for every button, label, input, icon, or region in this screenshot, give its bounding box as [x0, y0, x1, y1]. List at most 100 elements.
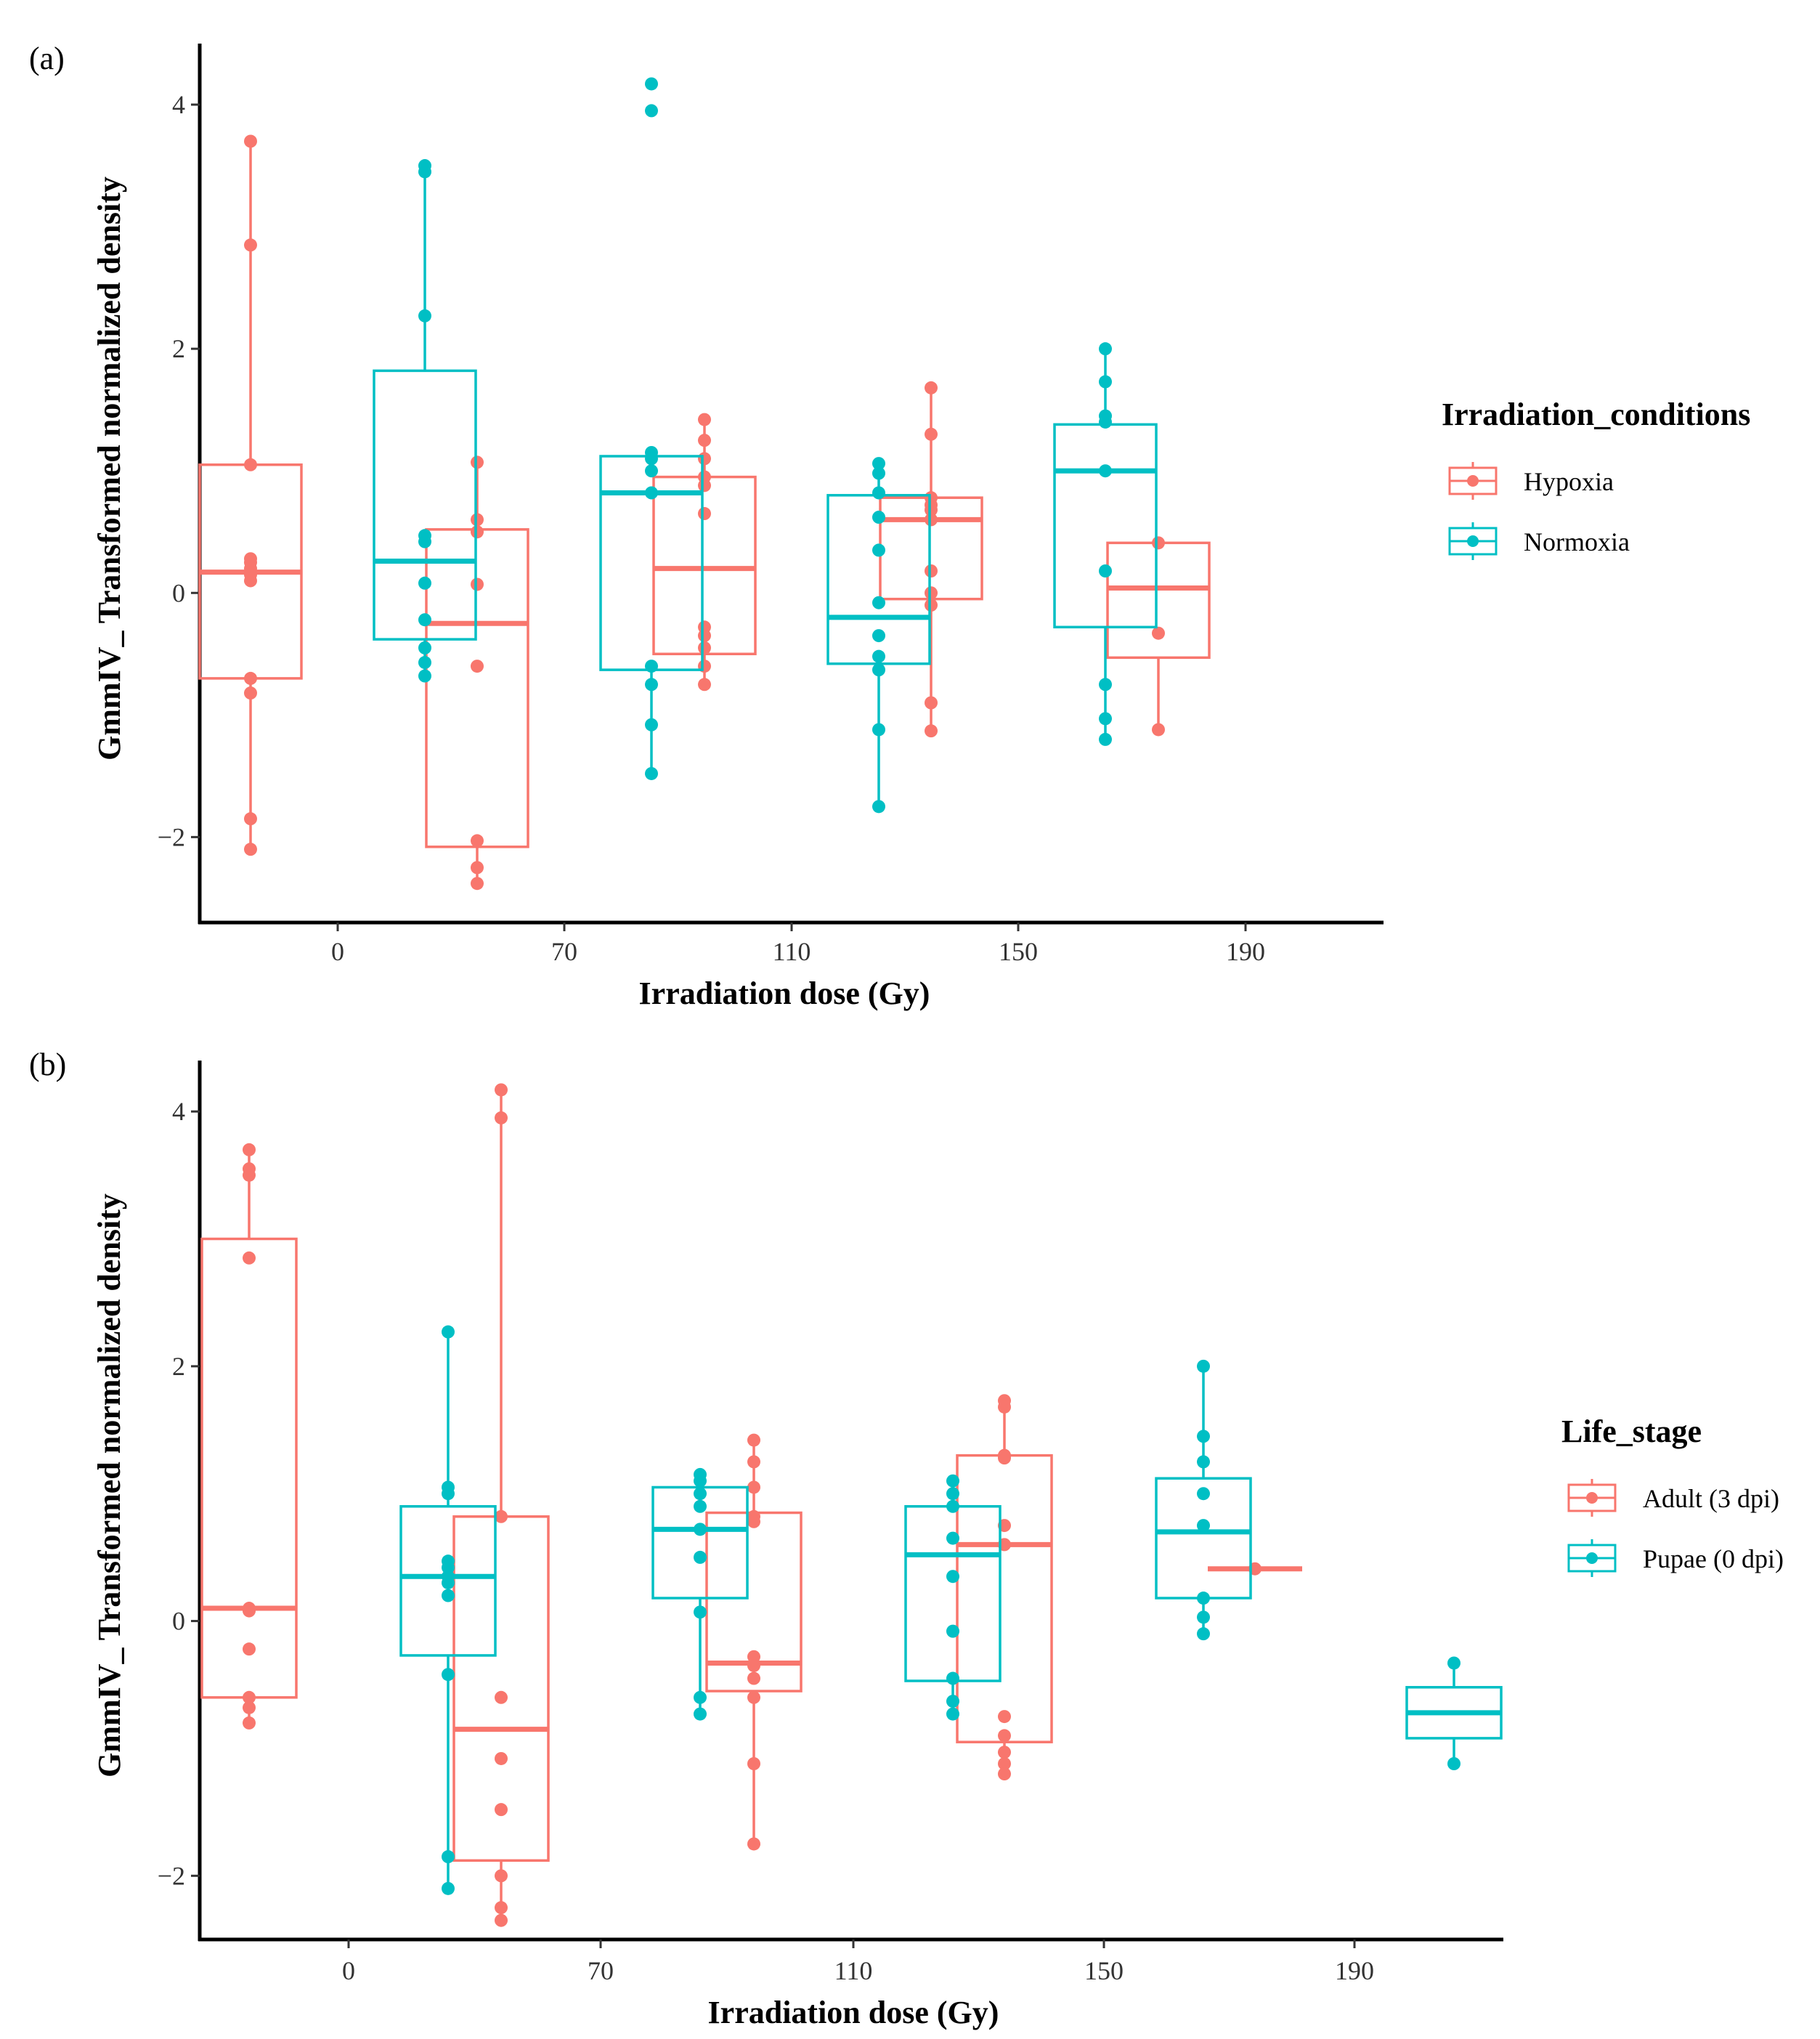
data-point: [1197, 1359, 1210, 1373]
data-point: [946, 1624, 959, 1638]
panel-a-box-hypoxia-150: [879, 381, 983, 738]
data-point: [645, 678, 658, 692]
panel-b-box-adult-3-dpi-150: [956, 1394, 1053, 1781]
data-point: [946, 1487, 959, 1501]
data-point: [1197, 1592, 1210, 1605]
box-iqr: [200, 1237, 298, 1699]
data-point: [471, 861, 484, 875]
data-point: [698, 413, 711, 426]
data-point: [418, 641, 431, 654]
data-point: [872, 800, 885, 814]
box-iqr: [399, 1505, 497, 1657]
data-point: [946, 1531, 959, 1545]
panel-b-plot: −2 0 2 4 0 70 110 150 190: [158, 1061, 1503, 1985]
data-point: [471, 577, 484, 591]
data-point: [645, 104, 658, 118]
data-point: [872, 649, 885, 663]
data-point: [442, 1881, 455, 1895]
data-point: [244, 671, 257, 685]
data-point: [694, 1474, 707, 1488]
box-iqr: [956, 1454, 1053, 1743]
data-point: [244, 134, 257, 148]
data-point: [495, 1901, 508, 1915]
data-point: [418, 309, 431, 323]
panel-a-legend: Irradiation_conditions Hypoxia Normoxia: [1442, 397, 1750, 560]
panel-a-legend-key-hypoxia: [1448, 462, 1498, 500]
data-point: [418, 613, 431, 627]
data-point: [925, 381, 938, 394]
panel-b-box-pupae-0-dpi-190: [1405, 1656, 1503, 1770]
panel-b-box-adult-3-dpi-70: [452, 1083, 550, 1927]
data-point: [645, 464, 658, 478]
data-point: [925, 513, 938, 527]
panel-b-x-axis-title: Irradiation dose (Gy): [708, 1995, 999, 2030]
data-point: [1447, 1757, 1461, 1770]
data-point: [495, 1690, 508, 1704]
data-point: [243, 1642, 256, 1656]
data-point: [244, 574, 257, 588]
panel-a-y-tick-label: −2: [158, 822, 185, 851]
data-point: [645, 718, 658, 731]
panel-b-box-pupae-0-dpi-110: [904, 1474, 1002, 1721]
panel-b-box-adult-3-dpi-0: [200, 1143, 298, 1730]
data-point: [1152, 626, 1165, 640]
data-point: [694, 1707, 707, 1721]
data-point: [243, 1168, 256, 1182]
box-iqr: [1053, 423, 1158, 629]
data-point: [872, 457, 885, 471]
data-point: [471, 525, 484, 539]
data-point: [495, 1751, 508, 1765]
data-point: [1099, 564, 1112, 577]
data-point: [418, 535, 431, 548]
panel-b-y-tick-label: −2: [158, 1861, 185, 1890]
data-point: [946, 1707, 959, 1721]
panel-b-x-tick-label: 0: [342, 1956, 355, 1985]
data-point: [1099, 678, 1112, 692]
data-point: [1447, 1656, 1461, 1670]
data-point: [747, 1455, 760, 1469]
panel-a-x-tick-label: 150: [999, 937, 1038, 966]
data-point: [442, 1487, 455, 1501]
panel-a-x-tick-label: 110: [773, 937, 811, 966]
data-point: [694, 1550, 707, 1564]
data-point: [694, 1499, 707, 1513]
panel-b-legend-key-adult: [1567, 1479, 1617, 1517]
panel-a-legend-key-hypoxia-dot: [1467, 475, 1479, 487]
data-point: [747, 1433, 760, 1447]
panel-b-y-axis-title: GmmIV_ Transformed normalized density: [92, 1193, 127, 1777]
data-point: [495, 1869, 508, 1883]
panel-a-box-normoxia-150: [1053, 342, 1158, 746]
box-iqr: [1106, 541, 1211, 660]
data-point: [925, 696, 938, 710]
panel-b-box-pupae-0-dpi-0: [399, 1325, 497, 1895]
data-point: [1099, 464, 1112, 478]
data-point: [946, 1474, 959, 1488]
data-point: [645, 486, 658, 500]
data-point: [998, 1710, 1011, 1724]
panel-b-y-tick-label: 4: [172, 1097, 185, 1126]
data-point: [698, 479, 711, 492]
data-point: [1099, 712, 1112, 726]
data-point: [872, 466, 885, 480]
data-point: [244, 686, 257, 700]
panel-a-y-tick-label: 0: [172, 578, 185, 607]
data-point: [946, 1570, 959, 1584]
data-point: [1197, 1610, 1210, 1624]
data-point: [243, 1251, 256, 1265]
panel-a-label: (a): [29, 41, 65, 76]
data-point: [471, 513, 484, 527]
data-point: [471, 455, 484, 469]
data-point: [998, 1767, 1011, 1781]
data-point: [698, 678, 711, 692]
panel-a: (a) −2 0 2 4 0 70 110 150 190 Irradiation dose (…: [29, 41, 1750, 1011]
data-point: [694, 1690, 707, 1704]
box-iqr: [425, 528, 529, 848]
data-point: [872, 663, 885, 677]
data-point: [698, 507, 711, 521]
panel-a-legend-title: Irradiation_conditions: [1442, 397, 1750, 432]
panel-b-box-adult-3-dpi-190: [1208, 1562, 1302, 1576]
data-point: [645, 77, 658, 91]
data-point: [925, 503, 938, 516]
panel-a-legend-key-normoxia-dot: [1467, 535, 1479, 547]
